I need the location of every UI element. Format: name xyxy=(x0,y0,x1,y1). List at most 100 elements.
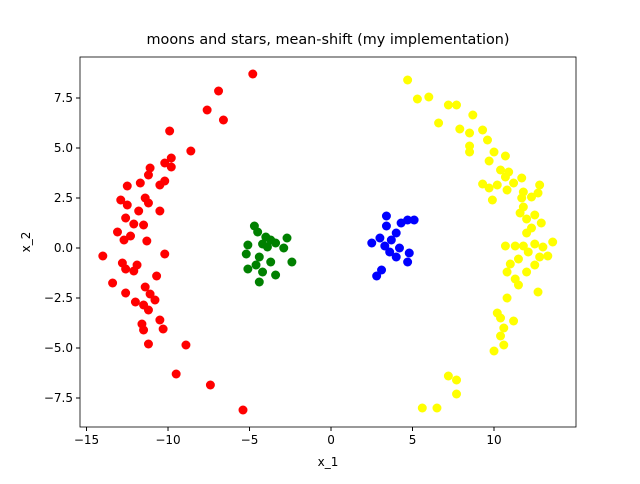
point xyxy=(499,340,509,350)
plot-frame xyxy=(79,56,577,428)
y-tick-label: 0.0 xyxy=(54,241,73,255)
point xyxy=(181,340,191,350)
point xyxy=(121,213,131,223)
point xyxy=(452,375,462,385)
point xyxy=(412,94,422,104)
point xyxy=(523,247,533,257)
point xyxy=(517,193,527,203)
point xyxy=(254,252,264,262)
point xyxy=(129,219,139,229)
y-tick-label: −5.0 xyxy=(44,341,73,355)
point xyxy=(145,163,155,173)
point xyxy=(496,313,506,323)
point xyxy=(465,147,475,157)
point xyxy=(489,147,499,157)
point xyxy=(391,252,401,262)
point xyxy=(465,128,475,138)
point xyxy=(251,260,261,270)
point xyxy=(375,233,385,243)
point xyxy=(122,200,132,210)
point xyxy=(517,173,527,183)
point xyxy=(155,315,165,325)
point xyxy=(496,331,506,341)
point xyxy=(424,92,434,102)
point xyxy=(166,162,176,172)
point xyxy=(403,215,413,225)
point xyxy=(134,206,144,216)
point xyxy=(403,75,413,85)
point xyxy=(218,115,228,125)
point xyxy=(112,227,122,237)
x-axis-label: x_1 xyxy=(318,455,339,469)
point xyxy=(455,124,465,134)
point xyxy=(238,405,248,415)
point xyxy=(509,316,519,326)
point xyxy=(502,293,512,303)
point xyxy=(279,243,289,253)
point xyxy=(202,105,212,115)
point xyxy=(126,231,136,241)
point xyxy=(140,282,150,292)
point xyxy=(287,257,297,267)
point xyxy=(171,369,181,379)
point xyxy=(513,280,523,290)
point xyxy=(443,100,453,110)
point xyxy=(372,271,382,281)
point xyxy=(484,183,494,193)
point xyxy=(145,289,155,299)
point xyxy=(143,198,153,208)
point xyxy=(499,323,509,333)
point xyxy=(152,271,162,281)
point xyxy=(271,238,281,248)
point xyxy=(468,110,478,120)
y-tick-label: 5.0 xyxy=(54,141,73,155)
point xyxy=(119,235,129,245)
x-tick-label: 5 xyxy=(409,433,417,447)
point xyxy=(530,210,540,220)
point xyxy=(385,247,395,257)
point xyxy=(515,208,525,218)
point xyxy=(530,239,540,249)
point xyxy=(377,265,387,275)
point xyxy=(482,135,492,145)
point xyxy=(135,178,145,188)
point xyxy=(139,220,149,230)
point xyxy=(452,100,462,110)
point xyxy=(522,214,532,224)
point xyxy=(165,126,175,136)
point xyxy=(155,206,165,216)
point xyxy=(510,241,520,251)
point xyxy=(248,69,258,79)
point xyxy=(241,249,251,259)
point xyxy=(489,346,499,356)
point xyxy=(522,267,532,277)
point xyxy=(160,158,170,168)
point xyxy=(484,156,494,166)
point xyxy=(258,267,268,277)
point xyxy=(282,233,292,243)
point xyxy=(158,324,168,334)
point xyxy=(214,86,224,96)
point xyxy=(122,181,132,191)
point xyxy=(381,211,391,221)
point xyxy=(394,243,404,253)
point xyxy=(132,260,142,270)
point xyxy=(271,270,281,280)
point xyxy=(404,248,414,258)
point xyxy=(143,305,153,315)
point xyxy=(434,118,444,128)
point xyxy=(143,339,153,349)
point xyxy=(243,240,253,250)
point xyxy=(380,241,390,251)
y-tick-label: 7.5 xyxy=(54,91,73,105)
point xyxy=(139,325,149,335)
point xyxy=(538,242,548,252)
point xyxy=(243,264,253,274)
point xyxy=(160,249,170,259)
y-tick-label: 2.5 xyxy=(54,191,73,205)
point xyxy=(500,241,510,251)
point xyxy=(205,380,215,390)
point xyxy=(432,403,442,413)
point xyxy=(409,215,419,225)
y-tick-label: −7.5 xyxy=(44,391,73,405)
